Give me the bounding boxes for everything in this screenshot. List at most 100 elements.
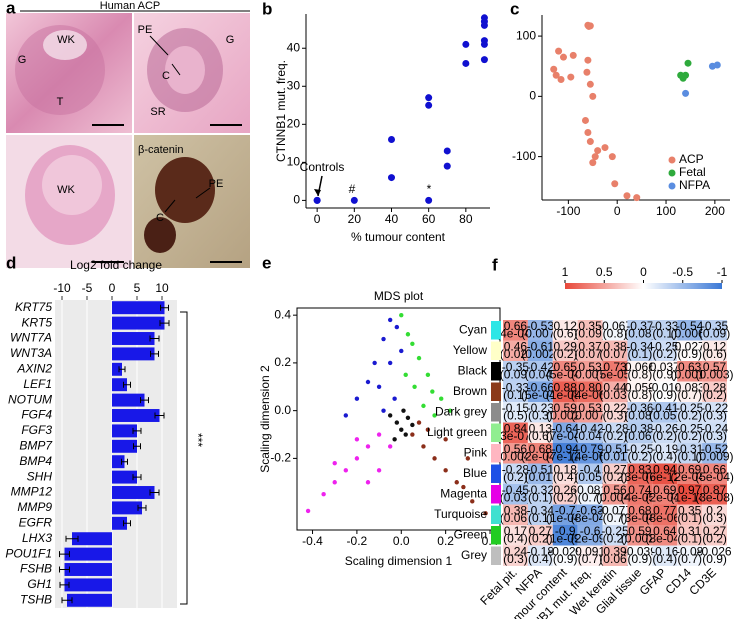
cell-value: -0.24 <box>701 421 729 435</box>
heatmap-cell <box>503 484 528 505</box>
cell-p-value: (0.2) <box>553 347 578 361</box>
cell-value: -0.18 <box>527 544 555 558</box>
cell-value: 0.27 <box>603 462 627 476</box>
colorbar-tick-label: 1 <box>562 265 569 279</box>
chart-title: Log2 fold change <box>70 258 162 272</box>
point <box>381 336 386 342</box>
error-bar <box>149 335 160 342</box>
heatmap-cell <box>702 340 727 361</box>
histology-label: T <box>57 96 64 108</box>
heatmap-cell <box>577 525 603 546</box>
histology-label: WK <box>57 184 75 196</box>
cell-p-value: (0.2) <box>677 408 702 422</box>
point <box>470 499 475 504</box>
arrow-head <box>314 189 321 196</box>
heatmap-cell <box>602 504 628 525</box>
heatmap-cell <box>503 443 528 464</box>
cell-value: 0.066 <box>625 360 655 374</box>
category-label: EGFR <box>19 515 53 529</box>
point <box>633 194 641 202</box>
cell-value: -0.25 <box>651 339 679 353</box>
heatmap-cell <box>677 484 703 505</box>
point <box>586 80 594 88</box>
heatmap-cell <box>652 525 678 546</box>
point <box>376 432 382 437</box>
column-label: CD3E <box>686 565 719 598</box>
y-axis-label: CTNNB1 mut. freq. <box>274 60 288 162</box>
point <box>480 14 488 22</box>
point <box>421 403 426 409</box>
heatmap-cell <box>602 361 628 382</box>
heatmap-cell <box>527 504 553 525</box>
y-tick-label: 0.2 <box>274 355 291 369</box>
cell-p-value: (1e-04) <box>546 511 585 525</box>
tissue <box>43 30 87 60</box>
heatmap-cell <box>527 381 553 402</box>
point <box>432 456 437 461</box>
cell-p-value: (0.7) <box>677 552 702 566</box>
cell-value: 0.39 <box>603 544 627 558</box>
point <box>594 147 602 155</box>
module-swatch <box>491 362 501 381</box>
module-swatch <box>491 403 501 422</box>
x-tick-label: -100 <box>556 204 580 218</box>
histology-title: Human ACP <box>100 0 161 12</box>
cell-p-value: (0.002) <box>521 347 559 361</box>
module-swatch <box>491 423 501 442</box>
point <box>381 408 386 413</box>
cell-p-value: (0.9) <box>702 552 727 566</box>
tissue <box>155 157 215 223</box>
cell-value: 0.18 <box>554 462 578 476</box>
heatmap-cell <box>577 422 603 443</box>
point <box>552 71 560 79</box>
heatmap-cell <box>552 381 578 402</box>
cell-value: -0.35 <box>502 360 530 374</box>
error-bar <box>61 597 73 604</box>
error-bar <box>59 566 70 573</box>
cell-value: 0.38 <box>603 339 627 353</box>
heatmap-cell <box>602 525 628 546</box>
cell-value: -0.33 <box>651 319 679 333</box>
heatmap-cell <box>503 545 528 566</box>
heatmap-cell <box>552 443 578 464</box>
point <box>387 136 395 144</box>
module-swatch <box>491 382 501 401</box>
category-label: FGF3 <box>21 423 52 437</box>
heatmap-cell <box>577 402 603 423</box>
heatmap-cell <box>627 340 653 361</box>
cell-p-value: (0.006) <box>671 326 709 340</box>
y-tick-label: 0.4 <box>274 307 291 321</box>
category-label: BMP4 <box>19 454 52 468</box>
row-label: Light green <box>427 425 487 439</box>
cell-p-value: (6e-12) <box>645 470 684 484</box>
cell-value: -0.25 <box>626 442 654 456</box>
cell-value: -0.077 <box>598 503 632 517</box>
heatmap-cell <box>627 504 653 525</box>
point <box>410 432 415 437</box>
row-label: Grey <box>461 548 487 562</box>
point <box>394 324 400 330</box>
cell-value: 0.12 <box>554 319 578 333</box>
cell-p-value: (0.001) <box>671 367 709 381</box>
point <box>305 508 311 514</box>
cell-p-value: (0.1) <box>503 388 528 402</box>
category-label: FSHB <box>20 562 52 576</box>
heatmap-cell <box>702 443 727 464</box>
cell-value: -0.61 <box>527 339 555 353</box>
x-tick-label: 0 <box>109 281 116 295</box>
bar <box>72 532 112 546</box>
bar <box>112 501 142 515</box>
heatmap-cell <box>503 381 528 402</box>
point <box>462 40 470 48</box>
cell-p-value: (0.007) <box>571 408 609 422</box>
module-swatch <box>491 444 501 463</box>
heatmap-cell <box>527 361 553 382</box>
point <box>583 68 591 76</box>
cell-p-value: (0.3) <box>702 408 727 422</box>
point <box>321 491 326 497</box>
point <box>454 480 459 485</box>
heatmap-cell <box>677 463 703 484</box>
cell-p-value: (0.007) <box>521 326 559 340</box>
cell-p-value: (0.9) <box>628 552 653 566</box>
cell-p-value: (0.2) <box>603 531 628 545</box>
